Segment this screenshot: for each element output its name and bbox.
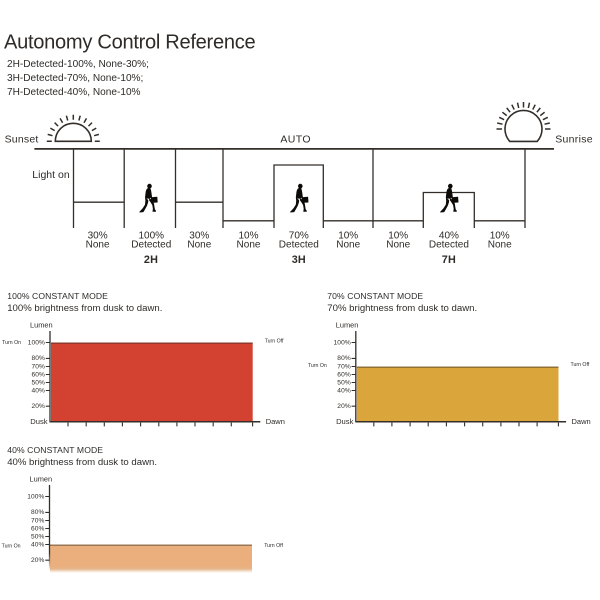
svg-text:30%: 30%	[189, 230, 209, 241]
svg-text:60%: 60%	[337, 371, 351, 378]
svg-text:Turn Off: Turn Off	[264, 543, 283, 549]
svg-text:Dusk: Dusk	[336, 417, 354, 426]
svg-text:7H: 7H	[442, 254, 456, 266]
svg-text:10%: 10%	[338, 230, 358, 241]
svg-text:2H: 2H	[144, 254, 158, 266]
svg-text:40% CONSTANT MODE: 40% CONSTANT MODE	[7, 445, 103, 455]
svg-text:100%: 100%	[334, 339, 351, 346]
svg-text:3H-Detected-70%, None-10%;: 3H-Detected-70%, None-10%;	[7, 73, 143, 84]
svg-text:Sunset: Sunset	[5, 133, 39, 145]
svg-text:40%: 40%	[31, 541, 45, 548]
svg-text:7H-Detected-40%, None-10%: 7H-Detected-40%, None-10%	[7, 87, 141, 98]
svg-text:80%: 80%	[337, 355, 351, 362]
svg-text:10%: 10%	[490, 230, 510, 241]
svg-text:80%: 80%	[31, 509, 45, 516]
svg-text:Autonomy Control Reference: Autonomy Control Reference	[4, 31, 255, 53]
svg-text:Detected: Detected	[429, 240, 469, 251]
svg-text:70% brightness from dusk to da: 70% brightness from dusk to dawn.	[327, 303, 477, 314]
svg-text:50%: 50%	[31, 533, 45, 540]
svg-text:40%: 40%	[337, 387, 351, 394]
svg-text:2H-Detected-100%, None-30%;: 2H-Detected-100%, None-30%;	[7, 59, 149, 70]
svg-text:Detected: Detected	[131, 240, 171, 251]
svg-text:Lumen: Lumen	[29, 475, 52, 484]
svg-text:Detected: Detected	[279, 240, 319, 251]
svg-text:Dawn: Dawn	[572, 417, 591, 426]
svg-text:100%: 100%	[28, 339, 45, 346]
svg-text:3H: 3H	[292, 254, 306, 266]
svg-text:70% CONSTANT MODE: 70% CONSTANT MODE	[327, 291, 423, 301]
svg-text:None: None	[237, 240, 261, 251]
svg-text:40%: 40%	[439, 230, 459, 241]
svg-text:40%: 40%	[32, 387, 46, 394]
svg-text:60%: 60%	[32, 371, 46, 378]
svg-text:Turn On: Turn On	[2, 340, 21, 346]
svg-text:100%: 100%	[27, 493, 44, 500]
svg-text:AUTO: AUTO	[280, 133, 311, 145]
svg-text:None: None	[336, 240, 360, 251]
svg-text:100%: 100%	[139, 230, 165, 241]
svg-text:70%: 70%	[31, 517, 45, 524]
svg-text:60%: 60%	[31, 525, 45, 532]
svg-text:70%: 70%	[289, 230, 309, 241]
svg-text:50%: 50%	[337, 379, 351, 386]
svg-text:Lumen: Lumen	[336, 321, 359, 330]
svg-text:100% brightness from dusk to d: 100% brightness from dusk to dawn.	[7, 303, 162, 314]
svg-text:50%: 50%	[32, 379, 46, 386]
svg-text:Dusk: Dusk	[30, 417, 48, 426]
svg-text:20%: 20%	[32, 403, 46, 410]
svg-text:100% CONSTANT MODE: 100% CONSTANT MODE	[7, 291, 108, 301]
svg-text:20%: 20%	[337, 403, 351, 410]
svg-text:30%: 30%	[88, 230, 108, 241]
svg-text:Turn On: Turn On	[2, 543, 21, 549]
svg-text:80%: 80%	[32, 355, 46, 362]
svg-text:10%: 10%	[388, 230, 408, 241]
svg-text:None: None	[86, 240, 110, 251]
svg-text:10%: 10%	[238, 230, 258, 241]
svg-text:Turn On: Turn On	[308, 363, 327, 369]
svg-text:Turn Off: Turn Off	[265, 338, 284, 344]
svg-text:Light on: Light on	[32, 169, 70, 181]
svg-text:None: None	[386, 240, 410, 251]
svg-text:Sunrise: Sunrise	[555, 133, 593, 145]
svg-text:20%: 20%	[31, 557, 45, 564]
svg-text:70%: 70%	[32, 363, 46, 370]
svg-text:Turn Off: Turn Off	[571, 362, 590, 368]
svg-text:70%: 70%	[337, 363, 351, 370]
svg-text:None: None	[187, 240, 211, 251]
svg-text:40% brightness from dusk to da: 40% brightness from dusk to dawn.	[7, 457, 157, 468]
svg-text:Lumen: Lumen	[30, 321, 53, 330]
svg-text:None: None	[488, 240, 512, 251]
svg-text:Dawn: Dawn	[266, 417, 285, 426]
